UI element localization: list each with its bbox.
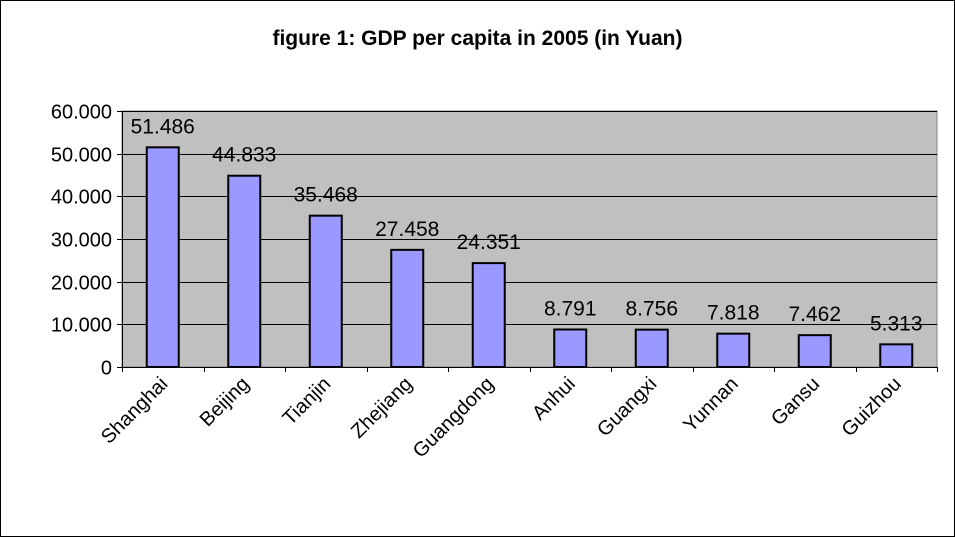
y-tick-label: 10.000 bbox=[51, 315, 112, 337]
x-tick-label: Guangdong bbox=[409, 373, 498, 462]
bar bbox=[145, 146, 180, 368]
data-label: 8.791 bbox=[544, 297, 597, 320]
bar bbox=[716, 332, 751, 368]
x-tick-label: Anhui bbox=[528, 373, 580, 425]
x-tick-label: Tianjin bbox=[279, 373, 336, 430]
bar bbox=[227, 174, 262, 368]
data-label: 27.458 bbox=[375, 218, 439, 241]
bar bbox=[390, 248, 425, 369]
x-tick-label: Shanghai bbox=[97, 373, 172, 448]
bar bbox=[471, 262, 506, 368]
x-tick-label: Beijing bbox=[196, 373, 254, 431]
x-tick-label: Guangxi bbox=[593, 373, 661, 441]
y-tick-label: 0 bbox=[101, 358, 112, 380]
data-label: 8.756 bbox=[625, 298, 678, 321]
data-label: 51.486 bbox=[131, 115, 195, 138]
data-label: 24.351 bbox=[457, 231, 521, 254]
data-label: 35.468 bbox=[294, 184, 358, 207]
bar bbox=[308, 214, 343, 368]
y-tick-label: 30.000 bbox=[51, 230, 112, 252]
bar bbox=[553, 328, 588, 368]
data-label: 44.833 bbox=[212, 144, 276, 167]
x-tick-label: Gansu bbox=[767, 373, 824, 430]
chart-title: figure 1: GDP per capita in 2005 (in Yua… bbox=[272, 27, 683, 50]
data-label: 5.313 bbox=[870, 312, 923, 335]
data-label: 7.818 bbox=[707, 302, 760, 325]
bar bbox=[634, 328, 669, 368]
data-label: 7.462 bbox=[788, 303, 841, 326]
y-tick-label: 50.000 bbox=[51, 145, 112, 167]
bar bbox=[797, 334, 832, 369]
y-tick-label: 60.000 bbox=[51, 102, 112, 124]
y-tick-label: 40.000 bbox=[51, 187, 112, 209]
x-tick-label: Yunnan bbox=[679, 373, 743, 437]
y-tick-label: 20.000 bbox=[51, 273, 112, 295]
bar bbox=[879, 343, 914, 369]
x-tick-label: Zhejiang bbox=[347, 373, 417, 443]
x-tick-label: Guizhou bbox=[838, 373, 906, 441]
